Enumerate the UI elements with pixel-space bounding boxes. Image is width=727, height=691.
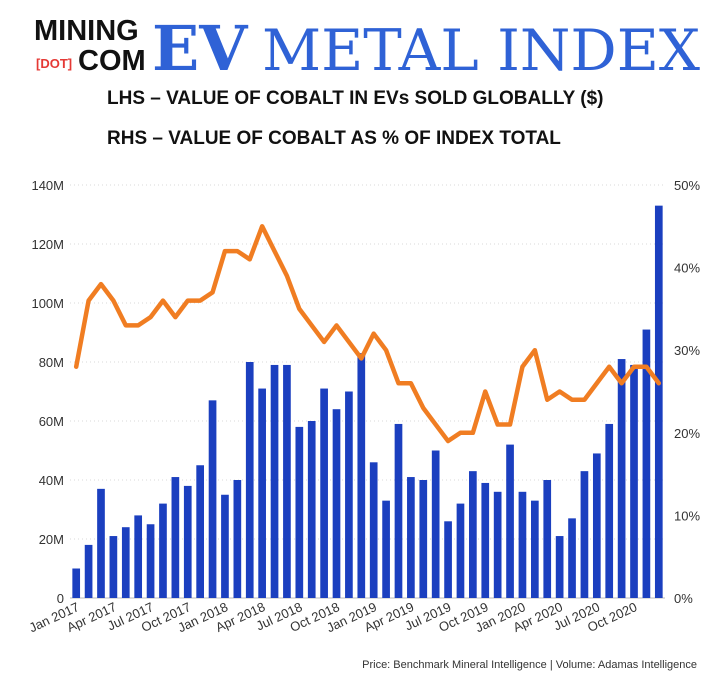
bar <box>394 423 403 598</box>
right-tick-label: 10% <box>674 508 700 523</box>
mining-dot-com-ev-metal-index-logo: MINING [DOT] COM EV METAL INDEX <box>34 12 700 74</box>
bar <box>258 388 266 598</box>
chart-subtitle-lhs: LHS – VALUE OF COBALT IN EVs SOLD GLOBAL… <box>107 88 604 109</box>
bar <box>109 536 118 598</box>
logo-metal-index-text: METAL INDEX <box>262 18 700 74</box>
logo-dot-text: [DOT] <box>36 56 72 71</box>
bar <box>283 364 291 598</box>
right-tick-label: 30% <box>674 343 700 358</box>
bar <box>580 471 589 598</box>
bar <box>183 485 192 598</box>
bar <box>345 391 353 598</box>
chart-subtitle-rhs: RHS – VALUE OF COBALT AS % OF INDEX TOTA… <box>107 128 561 149</box>
bar <box>568 518 576 598</box>
bar <box>506 444 514 598</box>
bar <box>171 477 180 598</box>
right-tick-label: 50% <box>674 178 700 193</box>
source-note: Price: Benchmark Mineral Intelligence | … <box>362 659 697 671</box>
right-tick-label: 40% <box>674 261 700 276</box>
bar <box>332 409 341 598</box>
bar <box>121 527 130 598</box>
bar <box>72 568 81 598</box>
line-path <box>73 224 662 444</box>
left-tick-label: 100M <box>31 296 64 311</box>
bar <box>481 482 490 598</box>
bar <box>146 524 155 598</box>
bar <box>493 491 502 598</box>
bar <box>159 503 167 598</box>
logo-com-text: COM <box>78 45 146 74</box>
bar <box>320 388 328 598</box>
left-tick-label: 60M <box>39 414 64 429</box>
left-tick-label: 120M <box>31 237 64 252</box>
bar <box>617 359 626 598</box>
bar <box>592 453 601 598</box>
bar <box>134 515 143 598</box>
cobalt-value-chart: 0 20M 40M 60M 80M 100M 120M 140M 0% 10% 20% 30% 40%… <box>27 178 701 635</box>
bar <box>245 362 254 598</box>
bar <box>196 465 204 598</box>
left-tick-label: 20M <box>39 532 64 547</box>
bar <box>357 353 366 598</box>
bar <box>233 480 242 598</box>
bar <box>555 536 564 598</box>
bar <box>431 450 440 598</box>
right-axis-ticks: 0% 10% 20% 30% 40% 50% <box>674 178 700 606</box>
bar <box>208 400 217 598</box>
bar <box>605 423 614 598</box>
bar <box>543 480 552 598</box>
bar <box>97 488 105 598</box>
bar <box>407 477 415 598</box>
right-tick-label: 20% <box>674 426 700 441</box>
bar <box>295 426 304 598</box>
bar <box>456 503 465 598</box>
bar <box>642 329 651 598</box>
bar <box>382 500 390 598</box>
left-tick-label: 0 <box>57 591 64 606</box>
logo-ev-text: EV <box>152 12 248 74</box>
bar <box>630 364 638 598</box>
bar-series <box>72 205 663 598</box>
bar <box>270 364 279 598</box>
bar <box>531 500 539 598</box>
bar <box>654 205 663 598</box>
bar <box>221 494 229 598</box>
bar <box>444 521 452 598</box>
bar <box>84 544 93 598</box>
bar <box>369 462 378 598</box>
left-tick-label: 140M <box>31 178 64 193</box>
left-tick-label: 80M <box>39 355 64 370</box>
gridlines <box>70 184 665 599</box>
logo-mining-text: MINING <box>34 15 139 47</box>
line-series <box>73 224 662 444</box>
bar <box>518 491 527 598</box>
bar <box>307 421 316 598</box>
bar <box>419 480 428 598</box>
left-tick-label: 40M <box>39 473 64 488</box>
left-axis-ticks: 0 20M 40M 60M 80M 100M 120M 140M <box>31 178 64 606</box>
bar <box>469 471 477 598</box>
right-tick-label: 0% <box>674 591 693 606</box>
